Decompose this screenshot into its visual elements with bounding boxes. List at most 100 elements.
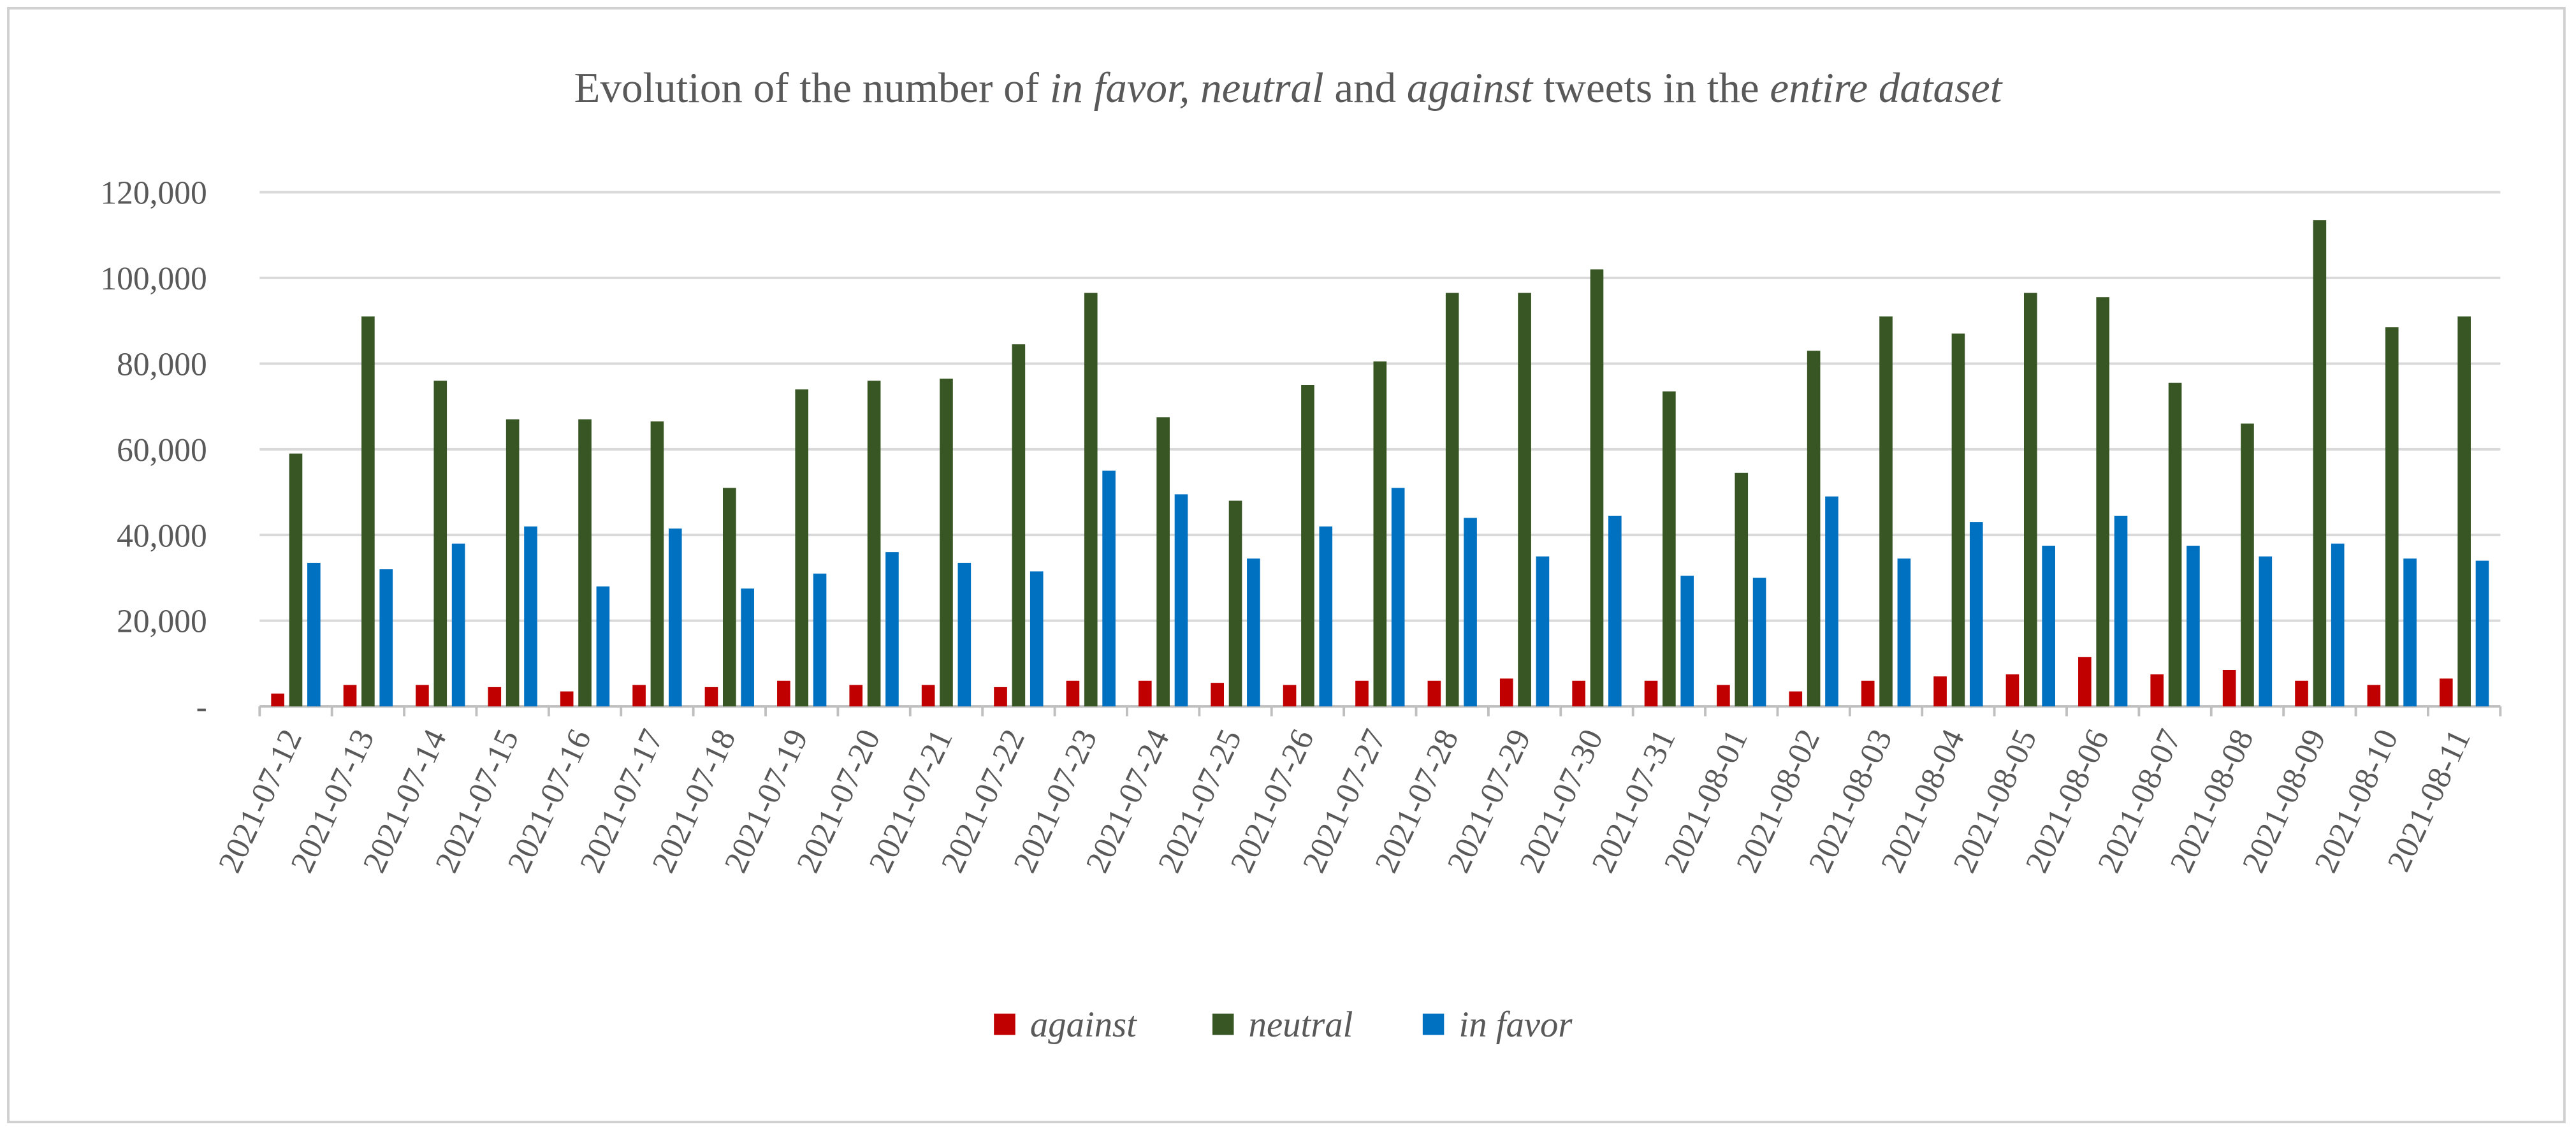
bar	[1012, 344, 1026, 707]
bar	[668, 528, 682, 707]
bar	[433, 381, 448, 707]
title-part: entire dataset	[1770, 64, 2002, 112]
bar	[1211, 683, 1224, 707]
bar	[2259, 556, 2273, 707]
bar	[1355, 680, 1369, 707]
legend-label: neutral	[1249, 1005, 1353, 1045]
bar	[1319, 526, 1333, 707]
bar	[1969, 522, 1983, 707]
bar	[1247, 558, 1260, 707]
bar	[1427, 680, 1441, 707]
bar	[849, 685, 863, 707]
bar	[289, 453, 303, 707]
bar	[1951, 333, 1965, 707]
bar	[2078, 657, 2092, 707]
bar	[1138, 680, 1152, 707]
bar	[2168, 382, 2182, 707]
bar	[1825, 496, 1838, 707]
chart-title: Evolution of the number of in favor, neu…	[574, 64, 2003, 112]
bar	[813, 573, 827, 707]
bar	[1861, 680, 1875, 707]
legend-swatch	[1422, 1014, 1444, 1035]
title-part: against	[1407, 64, 1534, 112]
bar	[741, 588, 754, 707]
bar	[1464, 518, 1477, 707]
bar	[506, 419, 520, 707]
bar	[2023, 293, 2037, 707]
bar	[867, 381, 881, 707]
title-part: Evolution of the number of	[574, 64, 1050, 112]
legend-label: in favor	[1459, 1005, 1573, 1045]
bar	[957, 562, 971, 707]
bar	[1066, 680, 1080, 707]
bar	[1717, 685, 1730, 707]
bar	[1572, 680, 1585, 707]
bar	[723, 488, 736, 707]
bar	[578, 419, 592, 707]
bar	[1807, 351, 1821, 707]
y-tick-label: 80,000	[117, 346, 207, 382]
bar	[1391, 488, 1405, 707]
bar	[2331, 543, 2345, 707]
bar	[777, 680, 790, 707]
bar	[1084, 293, 1098, 707]
bar	[1156, 417, 1170, 707]
legend-swatch	[1212, 1014, 1234, 1035]
legend-label: against	[1030, 1005, 1137, 1045]
bar	[1536, 556, 1550, 707]
y-tick-label: 60,000	[117, 432, 207, 469]
bar	[271, 693, 284, 707]
bar	[307, 562, 321, 707]
title-part: tweets in the	[1532, 64, 1770, 112]
bar	[524, 526, 537, 707]
bar	[1174, 494, 1188, 707]
y-tick-label: 100,000	[100, 261, 207, 297]
bar	[1518, 293, 1531, 707]
bar	[596, 586, 610, 707]
bar	[361, 316, 375, 707]
bar	[1644, 680, 1658, 707]
bar	[1608, 515, 1622, 707]
bar	[379, 569, 393, 707]
bar	[2295, 680, 2308, 707]
bar	[2150, 674, 2164, 707]
title-part: and	[1324, 64, 1407, 112]
y-tick-label: 120,000	[100, 175, 207, 212]
bar	[632, 685, 646, 707]
bar	[1301, 384, 1314, 707]
bar	[2042, 546, 2055, 707]
y-tick-label: -	[196, 689, 207, 725]
bar	[885, 552, 899, 707]
bar	[1735, 472, 1749, 707]
bar	[488, 687, 502, 707]
bar	[1499, 678, 1513, 707]
bar	[921, 685, 935, 707]
bar	[1933, 676, 1947, 707]
bar	[795, 389, 809, 707]
y-tick-label: 20,000	[117, 604, 207, 640]
bar	[2005, 674, 2019, 707]
bar	[1590, 269, 1604, 707]
y-tick-label: 40,000	[117, 518, 207, 554]
bar	[2313, 220, 2327, 707]
bar	[1030, 571, 1044, 707]
bar	[560, 691, 574, 707]
bar	[416, 685, 429, 707]
bar	[650, 421, 664, 707]
bar	[2385, 327, 2399, 707]
title-part: in favor, neutral	[1050, 64, 1324, 112]
bar	[1102, 470, 1116, 707]
bar	[2114, 515, 2128, 707]
bar	[994, 687, 1007, 707]
bar	[1373, 361, 1387, 707]
bar	[940, 378, 953, 707]
bar	[451, 543, 465, 707]
bar	[1663, 391, 1676, 707]
legend-swatch	[994, 1014, 1015, 1035]
bar	[2222, 669, 2236, 707]
bar	[1789, 691, 1803, 707]
bar	[1228, 500, 1242, 707]
bar	[2457, 316, 2471, 707]
bar	[1283, 685, 1297, 707]
